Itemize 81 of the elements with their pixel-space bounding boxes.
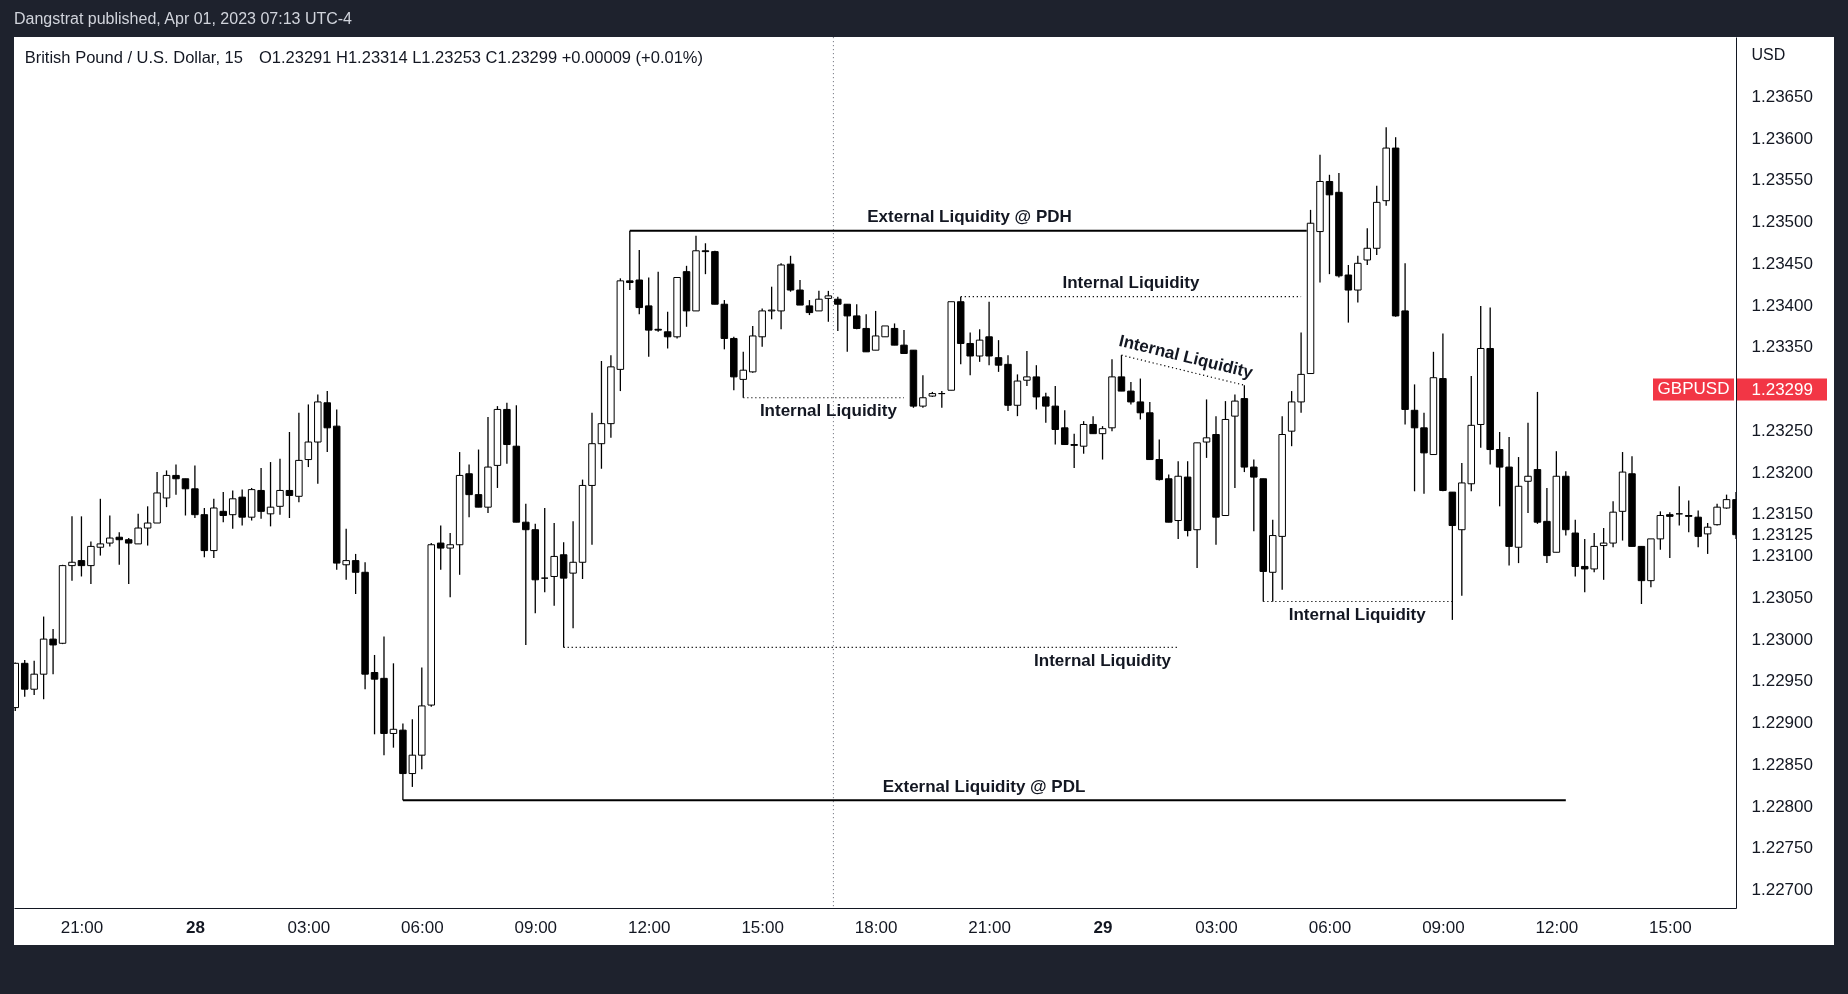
y-axis-title: USD xyxy=(1751,45,1786,63)
candlestick xyxy=(1098,425,1107,461)
candlestick xyxy=(815,290,823,312)
y-tick-label: 1.23050 xyxy=(1751,587,1813,607)
text: Dangstrat published, Apr 01, 2023 07:13 UTC-4 xyxy=(14,9,352,29)
annotation: External Liquidity @ PDH xyxy=(867,207,1072,227)
candlestick xyxy=(824,290,833,323)
y-tick-label: 1.22850 xyxy=(1751,754,1813,774)
x-tick-label: 28 xyxy=(185,918,205,937)
x-tick-label: 12:00 xyxy=(1535,918,1579,937)
candlestick xyxy=(474,448,483,508)
candlestick xyxy=(1250,458,1258,533)
x-tick-label: 21:00 xyxy=(60,918,104,937)
candlestick xyxy=(389,662,398,749)
ref-line-label: GBPUSD xyxy=(1657,379,1730,399)
candlestick xyxy=(77,515,86,578)
candlestick xyxy=(1666,511,1674,559)
x-tick-label: 06:00 xyxy=(401,918,444,937)
y-tick-label: 1.23125 xyxy=(1751,525,1813,545)
y-tick-label: 1.23600 xyxy=(1751,128,1813,148)
candlestick xyxy=(900,329,908,355)
annotation: Internal Liquidity xyxy=(759,401,898,421)
candlestick xyxy=(68,515,76,582)
candlestick xyxy=(1684,499,1693,533)
x-tick-label: 03:00 xyxy=(287,918,331,937)
x-tick-label: 21:00 xyxy=(968,918,1011,937)
x-tick-label: 09:00 xyxy=(514,918,558,937)
x-tick-label: 09:00 xyxy=(1422,918,1465,937)
x-tick-label: 29 xyxy=(1093,918,1113,937)
candlestick xyxy=(1694,509,1702,548)
y-tick-label: 1.23150 xyxy=(1751,504,1813,524)
y-tick-label: 1.23000 xyxy=(1751,629,1813,649)
candlestick xyxy=(285,431,294,519)
candlestick xyxy=(890,322,899,346)
candlestick xyxy=(1524,422,1532,514)
y-tick-label: 1.22950 xyxy=(1751,671,1813,691)
candlestick xyxy=(1202,398,1211,459)
candlestick xyxy=(919,374,927,409)
y-tick-label: 1.23450 xyxy=(1751,253,1813,273)
x-tick-label: 15:00 xyxy=(741,918,784,937)
candlestick xyxy=(1713,503,1721,527)
annotation: Internal Liquidity xyxy=(1062,273,1200,293)
candlestick xyxy=(540,507,549,593)
y-tick-label: 1.23550 xyxy=(1751,170,1813,190)
text: O1.23291 H1.23314 L1.23253 C1.23299 +0.00009 (+0.01%) xyxy=(258,48,703,66)
candlestick xyxy=(181,478,190,517)
annotation: Internal Liquidity xyxy=(1034,650,1172,670)
candlestick xyxy=(172,463,180,496)
y-tick-label: 1.23100 xyxy=(1751,546,1813,566)
y-tick-label: 1.23400 xyxy=(1751,295,1813,315)
candlestick xyxy=(796,279,804,306)
candlestick xyxy=(550,522,558,607)
x-tick-label: 03:00 xyxy=(1195,918,1238,937)
y-tick-label: 1.23350 xyxy=(1751,337,1813,357)
annotation: Internal Liquidity xyxy=(1288,605,1427,625)
x-tick-label: 18:00 xyxy=(854,918,898,937)
text: British Pound / U.S. Dollar, 15 xyxy=(24,48,243,66)
x-tick-label: 06:00 xyxy=(1308,918,1352,937)
candlestick xyxy=(701,242,710,275)
candlestick xyxy=(1410,383,1419,492)
y-tick-label: 1.22750 xyxy=(1751,838,1813,858)
y-tick-label: 1.22700 xyxy=(1751,880,1813,900)
candlestick xyxy=(276,458,284,516)
y-tick-label: 1.23299 xyxy=(1751,379,1813,399)
y-tick-label: 1.23250 xyxy=(1751,420,1813,440)
annotation: External Liquidity @ PDL xyxy=(882,776,1086,796)
candlestick xyxy=(304,403,313,468)
y-tick-label: 1.22800 xyxy=(1751,796,1813,816)
candlestick xyxy=(597,360,606,470)
candlestick xyxy=(162,469,171,508)
x-tick-label: 12:00 xyxy=(627,918,671,937)
y-tick-label: 1.23200 xyxy=(1751,462,1813,482)
y-tick-label: 1.22900 xyxy=(1751,713,1813,733)
x-tick-label: 15:00 xyxy=(1649,918,1692,937)
candlestick xyxy=(370,654,379,735)
candlestick xyxy=(994,339,1003,373)
y-tick-label: 1.23650 xyxy=(1751,86,1813,106)
candlestick xyxy=(1703,522,1712,555)
candlestick xyxy=(1363,227,1372,266)
y-tick-label: 1.23500 xyxy=(1751,212,1813,232)
candlestick xyxy=(1325,174,1334,275)
